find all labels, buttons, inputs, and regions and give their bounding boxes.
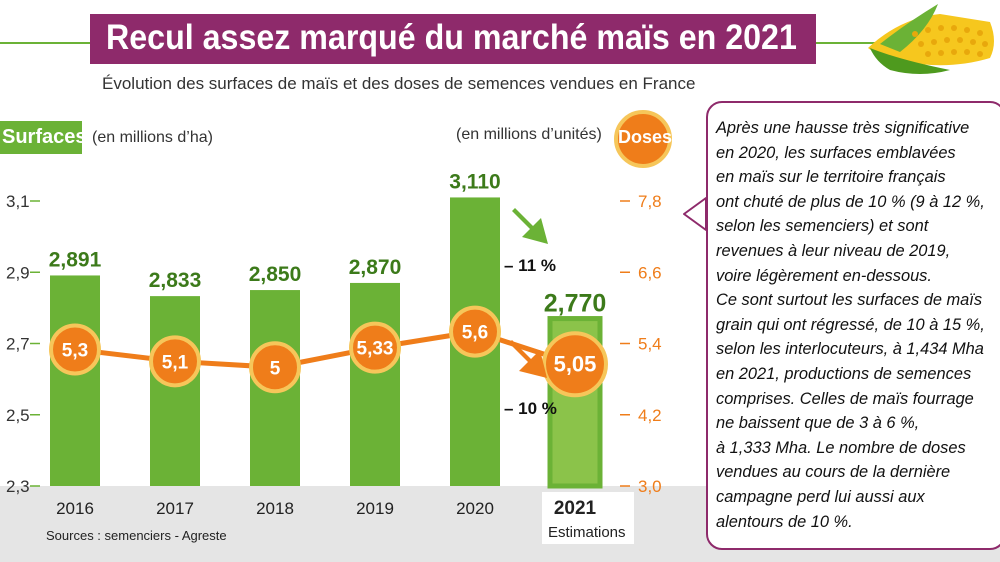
chart-title: Recul assez marqué du marché maïs en 202… bbox=[106, 18, 797, 57]
bar-surfaces bbox=[50, 275, 100, 486]
left-tick-label: 2,7 bbox=[6, 335, 30, 354]
doses-badge-label: Doses bbox=[617, 127, 673, 147]
doses-badge bbox=[614, 110, 672, 168]
right-tick-label: 6,6 bbox=[638, 263, 662, 282]
note-pointer bbox=[683, 197, 707, 231]
left-tick-label: 3,1 bbox=[6, 192, 30, 211]
note-text: Après une hausse très significative en 2… bbox=[716, 119, 985, 531]
surfaces-badge-label: Surfaces bbox=[2, 126, 87, 148]
bar-value-label: 2,870 bbox=[349, 256, 402, 279]
bar-value-label: 3,110 bbox=[449, 170, 500, 193]
chart-subtitle: Évolution des surfaces de maïs et des do… bbox=[102, 74, 696, 93]
estimations-label: Estimations bbox=[548, 524, 626, 541]
chart-labels: 2,891 2,833 2,850 2,870 3,110 2,770 2016 2017 20… bbox=[49, 170, 607, 519]
surfaces-change-annotation: – 11 % bbox=[504, 256, 556, 275]
doses-point bbox=[49, 323, 101, 376]
bar-value-label: 2,770 bbox=[544, 290, 607, 318]
category-label: 2021 bbox=[554, 498, 597, 519]
arrow-down-right-icon bbox=[512, 208, 548, 244]
left-tick-label: 2,9 bbox=[6, 263, 30, 282]
bar-value-label: 2,833 bbox=[149, 269, 202, 292]
left-tick-label: 2,3 bbox=[6, 477, 30, 496]
doses-point bbox=[149, 335, 201, 388]
category-label: 2016 bbox=[56, 499, 94, 518]
highlight-year-box bbox=[542, 492, 634, 544]
bar-surfaces bbox=[150, 296, 200, 486]
right-tick-label: 4,2 bbox=[638, 406, 662, 425]
bar-value-label: 2,891 bbox=[49, 248, 102, 271]
doses-value-label: 5 bbox=[270, 358, 281, 379]
doses-line: 5,3 5,1 5 5,33 5,6 5,05 bbox=[49, 305, 608, 398]
bars bbox=[50, 197, 603, 489]
category-label: 2019 bbox=[356, 499, 394, 518]
doses-value-label: 5,33 bbox=[357, 339, 394, 360]
title-bar bbox=[90, 14, 816, 64]
category-label: 2020 bbox=[456, 499, 494, 518]
doses-point bbox=[349, 321, 401, 374]
doses-point bbox=[249, 341, 301, 394]
left-tick-label: 2,5 bbox=[6, 406, 30, 425]
right-axis-unit: (en millions d’unités) bbox=[456, 126, 602, 143]
doses-value-label: 5,6 bbox=[462, 323, 488, 344]
doses-value-label: 5,05 bbox=[554, 351, 597, 376]
arrow-down-right-icon bbox=[509, 340, 547, 378]
doses-value-label: 5,3 bbox=[62, 340, 88, 361]
bar-value-label: 2,850 bbox=[249, 263, 302, 286]
surfaces-badge bbox=[0, 121, 82, 154]
corn-icon bbox=[868, 4, 994, 74]
left-axis-unit: (en millions d’ha) bbox=[92, 129, 213, 146]
category-label: 2018 bbox=[256, 499, 294, 518]
note-box bbox=[706, 101, 1000, 550]
right-tick-label: 7,8 bbox=[638, 192, 662, 211]
right-tick-label: 3,0 bbox=[638, 477, 662, 496]
doses-change-annotation: – 10 % bbox=[504, 399, 557, 418]
bar-surfaces bbox=[350, 282, 400, 486]
right-tick-label: 5,4 bbox=[638, 335, 662, 354]
sources-note: Sources : semenciers - Agreste bbox=[46, 528, 227, 543]
doses-point bbox=[449, 305, 501, 358]
doses-point bbox=[542, 331, 608, 398]
tick-grid: 2,3 2,5 2,7 2,9 3,1 3,0 4,2 5,4 6,6 7,8 bbox=[6, 192, 662, 496]
doses-value-label: 5,1 bbox=[162, 352, 189, 373]
category-label: 2017 bbox=[156, 499, 194, 518]
